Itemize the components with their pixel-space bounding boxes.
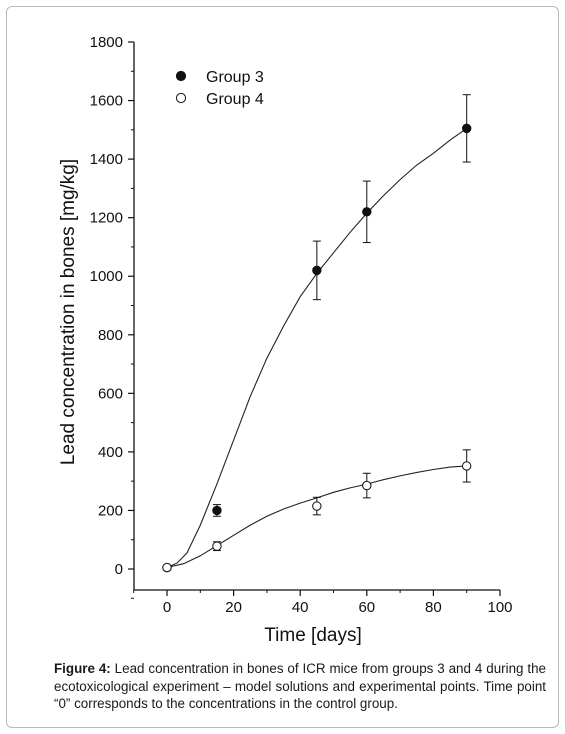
data-point-group-3	[312, 265, 322, 276]
data-point-group-3	[212, 505, 222, 516]
y-tick-label: 1200	[90, 210, 123, 227]
caption-text: Lead concentration in bones of ICR mice …	[54, 661, 546, 711]
y-tick-label: 1400	[90, 151, 123, 168]
legend-marker	[175, 92, 187, 104]
data-point-group-4	[162, 562, 172, 573]
x-tick-label: 60	[358, 599, 375, 616]
y-tick-label: 200	[98, 502, 123, 519]
y-tick-label: 400	[98, 444, 123, 461]
data-point-group-3	[362, 207, 372, 217]
y-axis-label: Lead concentration in bones [mg/kg]	[58, 159, 79, 465]
legend-marker	[175, 70, 187, 82]
x-tick-label: 40	[292, 599, 309, 616]
y-tick-label: 1800	[90, 34, 123, 51]
data-points	[162, 94, 472, 573]
legend-label: Group 3	[206, 69, 264, 86]
data-point-group-4	[312, 501, 322, 511]
y-tick-label: 600	[98, 385, 123, 402]
x-tick-label: 80	[425, 599, 442, 616]
data-point-group-3	[462, 123, 472, 134]
axes: 0 200 400 600 800 1000 1200 1400 1600 1800 0 20 40 60…	[90, 34, 513, 616]
y-tick-label: 1000	[90, 268, 123, 285]
legend: Group 3 Group 4	[175, 69, 264, 108]
model-curve-group-4	[166, 465, 467, 569]
figure-caption: Figure 4: Lead concentration in bones of…	[54, 660, 546, 713]
x-axis-label: Time [days]	[264, 625, 362, 646]
y-tick-label: 0	[115, 561, 123, 578]
caption-label: Figure 4:	[54, 661, 111, 676]
x-tick-label: 20	[225, 599, 242, 616]
chart: 0 200 400 600 800 1000 1200 1400 1600 1800 0 20 40 60…	[58, 34, 513, 646]
data-point-group-4	[462, 461, 472, 471]
x-tick-label: 100	[487, 599, 512, 616]
y-tick-label: 800	[98, 327, 123, 344]
x-tick-label: 0	[163, 599, 171, 616]
legend-label: Group 4	[206, 91, 264, 108]
model-curve-group-3	[166, 127, 468, 569]
data-point-group-4	[212, 541, 222, 551]
data-point-group-4	[362, 480, 372, 491]
y-tick-label: 1600	[90, 93, 123, 110]
